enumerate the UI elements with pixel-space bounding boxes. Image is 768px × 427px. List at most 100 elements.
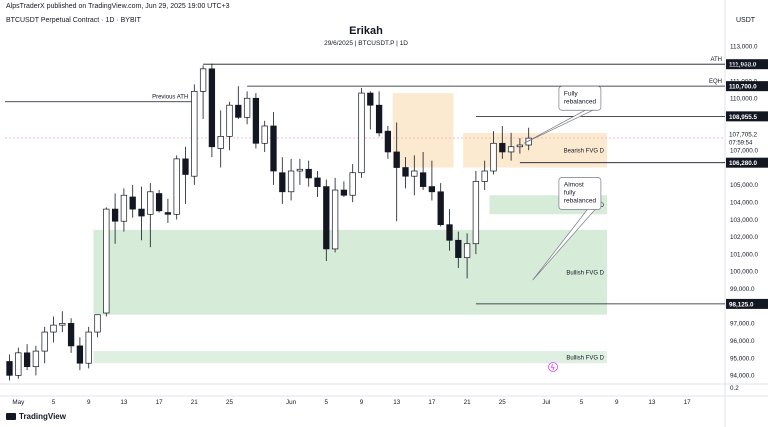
candle-41[interactable] [367,92,374,106]
candle-16[interactable] [147,191,154,215]
candle-56[interactable] [499,142,506,153]
candle-33[interactable] [296,168,304,172]
level-label-2: 108,955.5 [729,114,758,121]
level-badge-2 [726,111,768,122]
previous-ath-label: Previous ATH [152,95,188,101]
candle-50[interactable] [446,224,453,241]
candle-42[interactable] [375,104,383,134]
candle-12[interactable] [111,208,119,222]
candle-44[interactable] [393,151,400,168]
candle-57[interactable] [507,146,515,153]
plot-area [5,29,725,384]
candle-30[interactable] [270,125,277,172]
candle-47[interactable] [419,172,427,187]
candle-29[interactable] [261,125,268,144]
candle-17[interactable] [155,193,163,212]
callout-box-1[interactable] [558,177,602,210]
y-tick-5: 107,000.0 [730,148,759,155]
candle-51[interactable] [455,239,462,258]
y-tick-12: 99,000.0 [730,286,755,293]
callout-box-0[interactable] [558,85,602,111]
x-tick-10: 13 [393,399,401,406]
candle-26[interactable] [235,104,242,118]
level-tag-1: EQH [709,79,722,85]
indicator-icon[interactable] [548,362,558,372]
candle-59[interactable] [525,137,532,146]
fvg-label-4: Bullish FVG D [566,355,604,361]
candle-19[interactable] [173,158,180,215]
candle-10[interactable] [94,314,101,333]
fvg-label-0: Bearish FVG D [564,149,605,155]
x-tick-6: 25 [226,399,234,406]
callout-text-1-2: rebalanced [564,198,597,205]
candle-40[interactable] [358,92,365,174]
fvg-zone-0 [463,132,607,168]
candle-25[interactable] [226,104,233,137]
x-tick-9: 9 [360,399,364,406]
candle-43[interactable] [384,130,392,153]
y-tick-0: 113,000.0 [730,44,758,51]
candle-8[interactable] [76,345,84,364]
candle-32[interactable] [287,170,295,193]
symbol-info: BTCUSDT Perpetual Contract · 1D · BYBIT [6,17,141,24]
x-tick-12: 21 [464,399,472,406]
y-tick-1: 112,000.0 [730,61,758,68]
y-tick-14: 96,000.0 [730,338,755,345]
candle-37[interactable] [331,189,339,250]
candle-4[interactable] [41,331,48,352]
candle-55[interactable] [490,142,497,172]
candle-39[interactable] [349,172,356,196]
y-tick-2: 111,000.0 [730,78,758,85]
x-tick-1: 5 [52,399,56,406]
candle-31[interactable] [279,172,286,193]
candle-49[interactable] [437,191,444,226]
candle-3[interactable] [32,350,40,368]
level-label-3: 106,280.0 [729,160,758,167]
currency-label: USDT [736,17,756,24]
candle-58[interactable] [516,144,524,148]
candle-35[interactable] [314,177,321,187]
level-label-0: 111,968.0 [729,62,757,69]
candle-24[interactable] [217,136,224,149]
candle-36[interactable] [323,186,330,250]
publish-info: AlpsTraderX published on TradingView.com… [6,3,230,10]
candle-2[interactable] [23,352,31,368]
candle-34[interactable] [305,168,312,179]
x-tick-0: May [12,399,25,406]
x-tick-18: 17 [684,399,692,406]
candle-15[interactable] [138,208,145,217]
current-price-countdown: 07:59:54 [729,141,753,147]
candle-27[interactable] [243,97,251,118]
x-tick-14: Jul [542,399,550,406]
candle-7[interactable] [67,323,75,347]
level-label-1: 110,700.0 [729,84,757,91]
candle-38[interactable] [340,189,348,196]
candle-14[interactable] [129,196,136,210]
tradingview-icon [6,413,16,420]
current-price-badge [726,129,768,148]
candle-21[interactable] [191,90,198,177]
candle-9[interactable] [85,331,92,364]
candle-6[interactable] [59,323,66,326]
candle-18[interactable] [164,212,172,215]
candle-48[interactable] [428,186,436,193]
candle-53[interactable] [472,181,480,245]
candle-5[interactable] [50,324,57,333]
y-tick-6: 105,000.0 [730,182,759,189]
tradingview-logo[interactable]: TradingView [6,412,66,421]
y-tick-3: 110,000.0 [730,96,758,103]
candle-46[interactable] [411,170,418,177]
candle-0[interactable] [6,361,13,376]
x-tick-5: 21 [191,399,199,406]
candle-13[interactable] [120,194,128,222]
candle-52[interactable] [463,243,471,258]
candle-20[interactable] [182,158,189,175]
candle-28[interactable] [252,97,260,144]
candle-45[interactable] [402,167,409,177]
candle-11[interactable] [103,208,110,314]
candle-23[interactable] [208,68,216,148]
candle-22[interactable] [199,68,207,92]
candle-54[interactable] [481,170,488,182]
candle-1[interactable] [15,352,22,376]
